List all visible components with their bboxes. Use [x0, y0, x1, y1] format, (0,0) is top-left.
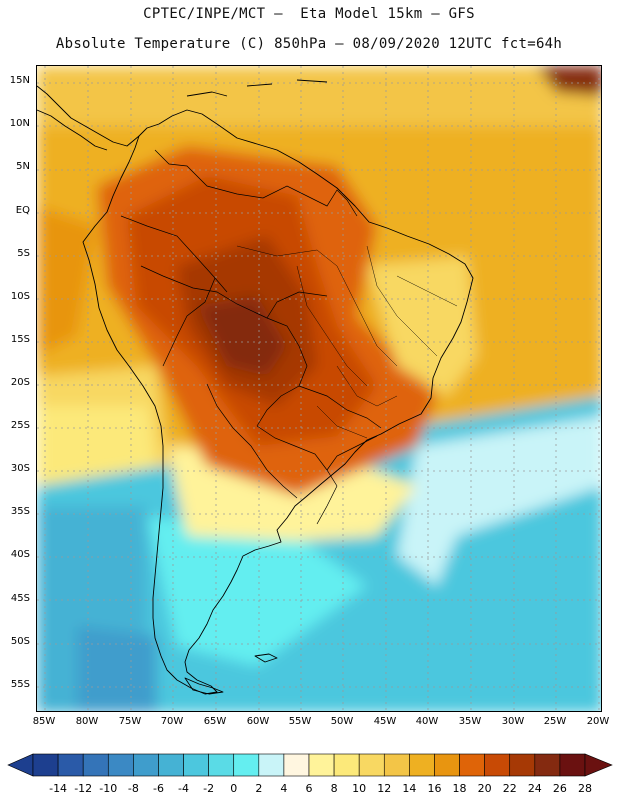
falkland-islands: [254, 653, 278, 663]
colorbar-label: -4: [178, 782, 190, 795]
colorbar-arrow-left: [7, 753, 34, 777]
latitude-label: 10S: [10, 291, 30, 302]
colorbar-label: 12: [377, 782, 392, 795]
longitude-label: 25W: [543, 716, 567, 727]
latitude-label: 5S: [17, 248, 30, 259]
colorbar-swatch: [32, 753, 59, 777]
colorbar-swatch: [534, 753, 561, 777]
colorbar-swatch: [283, 753, 310, 777]
temperature-map: [36, 65, 602, 712]
map-svg: [37, 66, 601, 711]
longitude-label: 70W: [160, 716, 184, 727]
longitude-label: 40W: [415, 716, 439, 727]
latitude-label: 35S: [10, 506, 30, 517]
colorbar-label: -2: [203, 782, 215, 795]
chart-title-line1: CPTEC/INPE/MCT – Eta Model 15km – GFS: [143, 6, 475, 22]
colorbar-swatch: [208, 753, 235, 777]
colorbar-swatch: [409, 753, 435, 777]
colorbar-swatch: [133, 753, 159, 777]
colorbar-swatch: [158, 753, 184, 777]
colorbar-label: -6: [152, 782, 164, 795]
field-pacific-10: [37, 406, 157, 486]
longitude-label: 50W: [330, 716, 354, 727]
colorbar-label: 24: [527, 782, 542, 795]
latitude-label: 25S: [10, 420, 30, 431]
latitude-label: 30S: [10, 463, 30, 474]
chart-title-line2: Absolute Temperature (C) 850hPa – 08/09/…: [55, 36, 563, 52]
longitude-label: 35W: [458, 716, 482, 727]
longitude-label: 30W: [501, 716, 525, 727]
tierra-del-fuego: [184, 677, 224, 695]
central-america-coastline: [37, 85, 140, 151]
longitude-label: 55W: [288, 716, 312, 727]
colorbar-swatch: [258, 753, 285, 777]
colorbar-label: 8: [330, 782, 338, 795]
colorbar-swatch: [82, 753, 109, 777]
latitude-label: 45S: [10, 593, 30, 604]
colorbar-swatch: [383, 753, 410, 777]
colorbar-swatch: [107, 753, 134, 777]
colorbar-swatch: [57, 753, 84, 777]
colorbar-swatch: [358, 753, 385, 777]
state-borders: [236, 245, 458, 439]
colorbar-arrow-right: [584, 753, 613, 777]
colorbar-swatch: [233, 753, 260, 777]
colorbar-label: 16: [427, 782, 442, 795]
caribbean-islands: [186, 79, 328, 97]
colorbar-label: 0: [230, 782, 238, 795]
colorbar-label: 22: [502, 782, 517, 795]
latitude-label: EQ: [15, 205, 30, 216]
colorbar-label: -8: [127, 782, 139, 795]
coastlines: [37, 79, 474, 695]
field-far-south: [77, 626, 157, 711]
colorbar-label: 26: [552, 782, 567, 795]
colorbar-label: 14: [402, 782, 417, 795]
colorbar-label: 6: [305, 782, 313, 795]
colorbar-swatch: [459, 753, 485, 777]
field-patagonia-4: [147, 516, 367, 666]
temperature-field: [37, 66, 601, 711]
longitude-label: 20W: [586, 716, 610, 727]
longitude-label: 65W: [203, 716, 227, 727]
latitude-label: 40S: [10, 549, 30, 560]
latitude-label: 50S: [10, 636, 30, 647]
field-northeast-12: [367, 256, 477, 396]
country-borders: [120, 149, 382, 525]
field-hot-northeast: [537, 66, 601, 96]
longitude-label: 80W: [75, 716, 99, 727]
latitude-label: 5N: [16, 161, 30, 172]
colorbar-label: 28: [578, 782, 592, 795]
longitude-label: 75W: [118, 716, 142, 727]
colorbar-label: -12: [74, 782, 93, 795]
colorbar-swatch: [308, 753, 335, 777]
latitude-label: 20S: [10, 377, 30, 388]
colorbar-label: 10: [352, 782, 367, 795]
colorbar-label: -14: [49, 782, 68, 795]
latitude-label: 10N: [9, 118, 30, 129]
colorbar-label: -10: [99, 782, 118, 795]
longitude-label: 45W: [373, 716, 397, 727]
latitude-label: 15S: [10, 334, 30, 345]
colorbar-swatch: [559, 753, 586, 777]
colorbar-swatch: [484, 753, 511, 777]
field-atlantic-6: [397, 416, 601, 586]
latitude-label: 15N: [9, 75, 30, 86]
longitude-label: 60W: [246, 716, 270, 727]
lat-lon-grid: [37, 66, 601, 711]
field-pacific-18: [37, 206, 97, 356]
colorbar-swatch: [434, 753, 460, 777]
colorbar-label: 4: [280, 782, 288, 795]
latitude-label: 55S: [10, 679, 30, 690]
colorbar: [7, 753, 613, 777]
colorbar-label: 20: [477, 782, 492, 795]
colorbar-label: 2: [255, 782, 263, 795]
field-north-14: [37, 66, 601, 126]
field-hot-26: [197, 296, 287, 376]
colorbar-swatch: [333, 753, 360, 777]
longitude-label: 85W: [32, 716, 56, 727]
south-america-coastline: [82, 109, 474, 695]
colorbar-label: 18: [452, 782, 467, 795]
colorbar-swatch: [509, 753, 536, 777]
colorbar-swatch: [183, 753, 209, 777]
